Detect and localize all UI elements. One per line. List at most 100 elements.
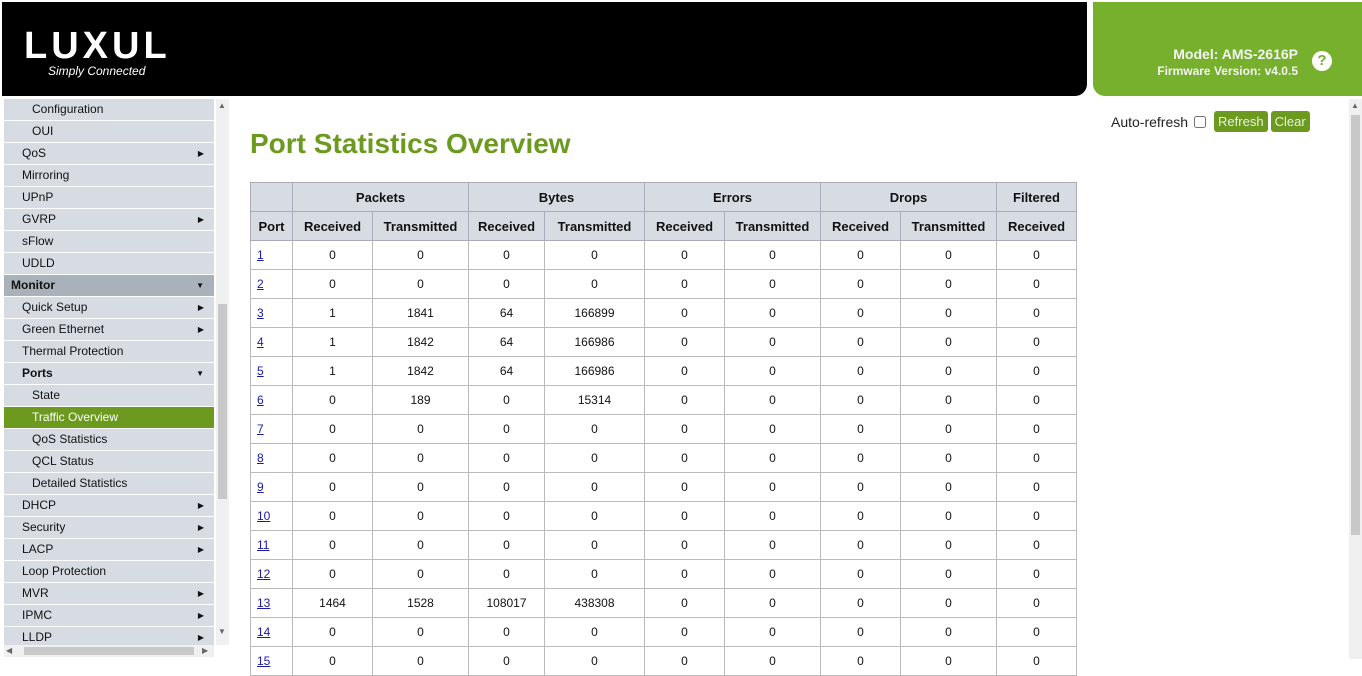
sidebar-item-security[interactable]: Security ▶	[4, 517, 214, 539]
scroll-up-icon[interactable]: ▲	[218, 101, 226, 110]
sidebar-item-udld[interactable]: UDLD	[4, 253, 214, 275]
stat-cell: 0	[544, 501, 645, 531]
header-cell	[250, 182, 293, 212]
sidebar-item-upnp[interactable]: UPnP	[4, 187, 214, 209]
sidebar-item-qcl-status[interactable]: QCL Status	[4, 451, 214, 473]
stat-cell: 0	[544, 443, 645, 473]
sidebar-item-quick-setup[interactable]: Quick Setup ▶	[4, 297, 214, 319]
chevron-right-icon: ▶	[197, 589, 204, 598]
sidebar-item-ports[interactable]: Ports ▼	[4, 363, 214, 385]
port-link[interactable]: 7	[257, 422, 264, 436]
stat-cell: 0	[820, 617, 901, 647]
page-scrollbar[interactable]: ▲	[1349, 99, 1362, 659]
stat-cell: 0	[820, 356, 901, 386]
stat-cell: 0	[900, 501, 997, 531]
port-link[interactable]: 1	[257, 248, 264, 262]
stat-cell: 108017	[468, 588, 545, 618]
sidebar-item-state[interactable]: State	[4, 385, 214, 407]
stat-cell: 0	[292, 501, 373, 531]
sidebar-item-traffic-overview[interactable]: Traffic Overview	[4, 407, 214, 429]
scroll-thumb[interactable]	[24, 647, 194, 655]
sidebar-item-oui[interactable]: OUI	[4, 121, 214, 143]
stat-cell: 0	[996, 385, 1077, 415]
sidebar-item-thermal-protection[interactable]: Thermal Protection	[4, 341, 214, 363]
port-link[interactable]: 5	[257, 364, 264, 378]
chevron-right-icon: ▶	[197, 545, 204, 554]
sidebar-item-qos-statistics[interactable]: QoS Statistics	[4, 429, 214, 451]
scroll-thumb[interactable]	[218, 304, 227, 499]
sidebar-item-sflow[interactable]: sFlow	[4, 231, 214, 253]
chevron-right-icon: ▶	[197, 303, 204, 312]
scroll-down-icon[interactable]: ▼	[218, 627, 226, 636]
sidebar-item-mvr[interactable]: MVR ▶	[4, 583, 214, 605]
port-link[interactable]: 10	[257, 509, 271, 523]
sidebar-horizontal-scrollbar[interactable]: ◀ ▶	[4, 645, 214, 657]
stat-cell: 0	[996, 588, 1077, 618]
chevron-right-icon: ▶	[197, 149, 204, 158]
port-link[interactable]: 11	[257, 538, 270, 552]
auto-refresh-label: Auto-refresh	[1111, 113, 1189, 130]
port-link[interactable]: 8	[257, 451, 264, 465]
port-link[interactable]: 15	[257, 654, 271, 668]
port-link[interactable]: 6	[257, 393, 264, 407]
stat-cell: 0	[372, 559, 469, 589]
sidebar-item-dhcp[interactable]: DHCP ▶	[4, 495, 214, 517]
sidebar-item-ipmc[interactable]: IPMC ▶	[4, 605, 214, 627]
stat-cell: 0	[820, 240, 901, 270]
stat-cell: 0	[996, 530, 1077, 560]
sidebar-item-qos[interactable]: QoS ▶	[4, 143, 214, 165]
stat-cell: 0	[900, 269, 997, 299]
port-link[interactable]: 14	[257, 625, 271, 639]
scroll-right-icon[interactable]: ▶	[202, 646, 209, 655]
column-header: Received	[820, 211, 901, 241]
scroll-up-icon[interactable]: ▲	[1351, 101, 1359, 110]
sidebar-item-configuration[interactable]: Configuration	[4, 99, 214, 121]
sidebar-item-label: MVR	[22, 586, 49, 600]
port-link[interactable]: 4	[257, 335, 264, 349]
scroll-left-icon[interactable]: ◀	[6, 646, 13, 655]
scroll-thumb[interactable]	[1351, 115, 1360, 535]
stat-cell: 0	[644, 240, 725, 270]
sidebar-item-gvrp[interactable]: GVRP ▶	[4, 209, 214, 231]
stat-cell: 1842	[372, 327, 469, 357]
stat-cell: 0	[372, 443, 469, 473]
chevron-right-icon: ▶	[197, 633, 204, 642]
refresh-button[interactable]: Refresh	[1214, 111, 1268, 132]
auto-refresh-checkbox[interactable]	[1194, 115, 1207, 128]
port-link[interactable]: 13	[257, 596, 271, 610]
sidebar-item-loop-protection[interactable]: Loop Protection	[4, 561, 214, 583]
stat-cell: 166986	[544, 356, 645, 386]
stat-cell: 0	[820, 530, 901, 560]
port-link[interactable]: 2	[257, 277, 264, 291]
stat-cell: 0	[996, 559, 1077, 589]
sidebar-item-detailed-statistics[interactable]: Detailed Statistics	[4, 473, 214, 495]
stat-cell: 0	[900, 443, 997, 473]
port-link[interactable]: 12	[257, 567, 271, 581]
help-icon[interactable]: ?	[1312, 51, 1332, 71]
stat-cell: 0	[468, 385, 545, 415]
column-header: Transmitted	[900, 211, 997, 241]
sidebar-scrollbar[interactable]: ▲ ▼	[216, 99, 229, 645]
stat-cell: 1464	[292, 588, 373, 618]
sidebar-item-green-ethernet[interactable]: Green Ethernet ▶	[4, 319, 214, 341]
clear-button[interactable]: Clear	[1270, 111, 1310, 132]
stat-cell: 0	[544, 240, 645, 270]
stat-cell: 0	[820, 559, 901, 589]
sidebar-item-lldp[interactable]: LLDP ▶	[4, 627, 214, 645]
stat-cell: 1	[292, 298, 373, 328]
sidebar-item-label: DHCP	[22, 498, 57, 512]
port-cell: 5	[250, 356, 293, 386]
port-link[interactable]: 3	[257, 306, 264, 320]
stat-cell: 0	[292, 240, 373, 270]
stat-cell: 1	[292, 356, 373, 386]
port-link[interactable]: 9	[257, 480, 264, 494]
sidebar-item-mirroring[interactable]: Mirroring	[4, 165, 214, 187]
sidebar-item-lacp[interactable]: LACP ▶	[4, 539, 214, 561]
column-header: Received	[468, 211, 545, 241]
port-cell: 11	[250, 530, 293, 560]
column-header: Received	[996, 211, 1077, 241]
stat-cell: 0	[292, 443, 373, 473]
sidebar-item-label: LACP	[22, 542, 54, 556]
sidebar-item-monitor[interactable]: Monitor ▼	[4, 275, 214, 297]
stat-cell: 0	[372, 617, 469, 647]
